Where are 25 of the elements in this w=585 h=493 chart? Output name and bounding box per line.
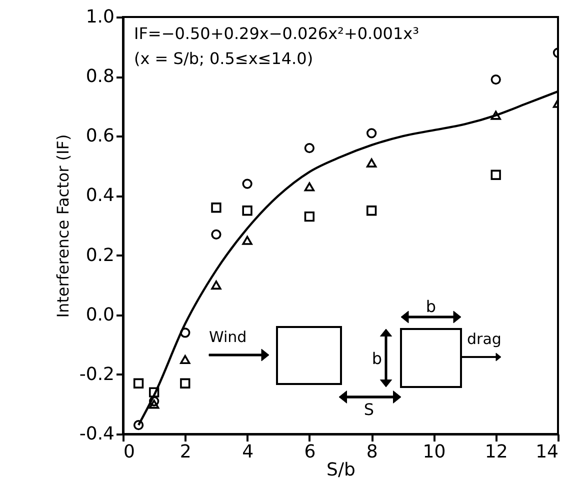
y-tick-label: 0.2 — [86, 244, 114, 266]
x-tick-label: 0 — [124, 442, 135, 462]
annotation: b — [372, 349, 382, 368]
x-tick-label: 10 — [422, 442, 446, 462]
x-tick-label: 14 — [536, 442, 558, 462]
x-tick-label: 2 — [180, 442, 192, 462]
annotation: S — [364, 400, 374, 419]
y-tick-label: 1.0 — [86, 6, 114, 28]
x-tick-label: 4 — [242, 442, 254, 462]
y-axis-title: Interference Factor (IF) — [53, 134, 72, 318]
y-tick-label: 0.0 — [86, 304, 114, 326]
y-tick-label: 0.4 — [86, 185, 114, 206]
annotation: (x = S/b; 0.5≤x≤14.0) — [134, 49, 314, 68]
y-tick-label: 0.8 — [86, 66, 114, 88]
x-tick-label: 8 — [366, 442, 378, 462]
y-tick-label: -0.4 — [79, 424, 114, 444]
y-tick-label: 0.6 — [86, 126, 114, 147]
x-axis-title: S/b — [326, 460, 356, 480]
annotation: IF=−0.50+0.29x−0.026x²+0.001x³ — [134, 24, 420, 43]
annotation: b — [426, 297, 436, 316]
x-tick-label: 6 — [304, 442, 316, 462]
annotation: drag — [467, 330, 502, 348]
annotation: Wind — [209, 328, 247, 346]
y-tick-label: -0.2 — [79, 364, 114, 385]
x-tick-label: 12 — [484, 442, 508, 462]
